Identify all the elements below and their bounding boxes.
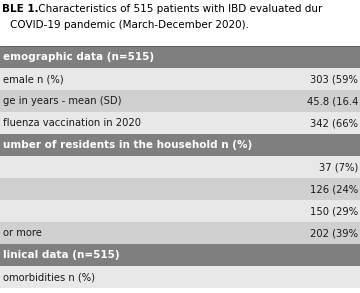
Text: BLE 1.: BLE 1. bbox=[2, 4, 39, 14]
Text: fluenza vaccination in 2020: fluenza vaccination in 2020 bbox=[3, 118, 141, 128]
Text: umber of residents in the household n (%): umber of residents in the household n (%… bbox=[3, 140, 252, 150]
Text: 150 (29%: 150 (29% bbox=[310, 206, 358, 216]
Bar bbox=[0, 156, 360, 178]
Text: omorbidities n (%): omorbidities n (%) bbox=[3, 272, 95, 282]
Text: 37 (7%): 37 (7%) bbox=[319, 162, 358, 172]
Text: ge in years - mean (SD): ge in years - mean (SD) bbox=[3, 96, 122, 106]
Text: 126 (24%: 126 (24% bbox=[310, 184, 358, 194]
Text: linical data (n=515): linical data (n=515) bbox=[3, 250, 120, 260]
Bar bbox=[0, 90, 360, 112]
Bar bbox=[0, 266, 360, 288]
Bar bbox=[0, 178, 360, 200]
Text: 303 (59%: 303 (59% bbox=[310, 74, 358, 84]
Bar bbox=[0, 112, 360, 134]
Bar bbox=[0, 134, 360, 156]
Bar bbox=[0, 68, 360, 90]
Text: Characteristics of 515 patients with IBD evaluated dur: Characteristics of 515 patients with IBD… bbox=[35, 4, 322, 14]
Bar bbox=[0, 200, 360, 222]
Bar bbox=[0, 244, 360, 266]
Text: or more: or more bbox=[3, 228, 42, 238]
Bar bbox=[0, 222, 360, 244]
Text: 45.8 (16.4: 45.8 (16.4 bbox=[307, 96, 358, 106]
Text: emographic data (n=515): emographic data (n=515) bbox=[3, 52, 154, 62]
Bar bbox=[0, 0, 360, 46]
Text: COVID-19 pandemic (March-December 2020).: COVID-19 pandemic (March-December 2020). bbox=[10, 20, 249, 30]
Text: emale n (%): emale n (%) bbox=[3, 74, 64, 84]
Text: 342 (66%: 342 (66% bbox=[310, 118, 358, 128]
Bar bbox=[0, 46, 360, 68]
Text: 202 (39%: 202 (39% bbox=[310, 228, 358, 238]
